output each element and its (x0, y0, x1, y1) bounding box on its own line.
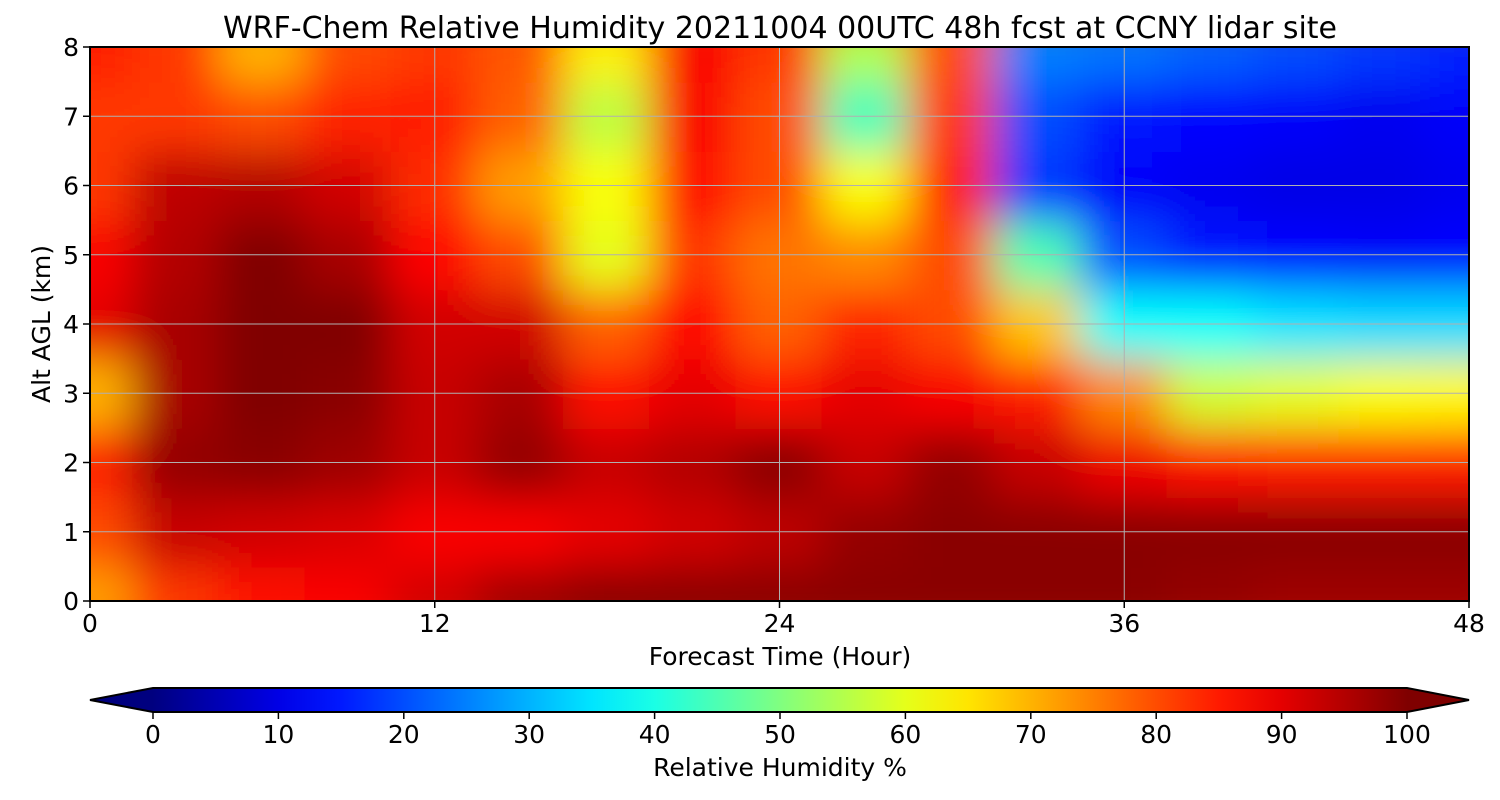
heatmap-cell (132, 565, 221, 601)
x-tick-label: 12 (419, 609, 451, 638)
heatmap-cell (218, 47, 307, 83)
x-axis-label: Forecast Time (Hour) (649, 642, 912, 671)
heatmap-cell (1424, 565, 1469, 601)
heatmap-cell (90, 565, 135, 601)
colorbar-tick-label: 30 (513, 720, 545, 749)
x-tick-label: 48 (1453, 609, 1485, 638)
colorbar-extend-low (90, 688, 153, 712)
y-tick-label: 6 (63, 172, 79, 201)
y-tick-label: 7 (63, 102, 79, 131)
colorbar-tick-label: 60 (889, 720, 921, 749)
y-tick-label: 2 (63, 449, 79, 478)
heatmap-cell (907, 47, 996, 83)
chart-title: WRF-Chem Relative Humidity 20211004 00UT… (223, 11, 1337, 46)
colorbar-gradient (153, 688, 1407, 712)
y-tick-label: 5 (63, 241, 79, 270)
heatmap-cell (993, 565, 1083, 601)
heatmap-cell (1338, 565, 1427, 601)
heatmap-cell (304, 565, 393, 601)
x-axis: 0 12 24 36 48 (82, 601, 1485, 638)
heatmap-cell (1252, 565, 1341, 601)
heatmap-cell (649, 47, 738, 83)
heatmap-cell (304, 47, 393, 83)
colorbar: 0 10 20 30 40 50 60 70 80 90 100 Relative Humidity… (89, 687, 1470, 782)
heatmap-cell (1252, 47, 1341, 83)
heatmap-cell (1166, 47, 1255, 83)
heatmap-cell (132, 47, 221, 83)
heatmap-cell (90, 47, 135, 83)
heatmap-cell (993, 47, 1083, 83)
colorbar-label: Relative Humidity % (653, 753, 907, 782)
y-tick-label: 4 (63, 310, 79, 339)
colorbar-ticks: 0 10 20 30 40 50 60 70 80 90 100 (145, 712, 1431, 749)
heatmap-cell (563, 565, 652, 601)
colorbar-tick-label: 0 (145, 720, 161, 749)
heatmap-cell (907, 565, 996, 601)
heatmap-cell (476, 565, 566, 601)
heatmap-cell (821, 565, 910, 601)
y-tick-label: 3 (63, 379, 79, 408)
heatmap-cell (1424, 47, 1469, 83)
y-tick-label: 0 (63, 587, 79, 616)
colorbar-tick-label: 50 (764, 720, 796, 749)
x-tick-label: 36 (1108, 609, 1140, 638)
heatmap-cell (563, 47, 652, 83)
heatmap-cell (649, 565, 738, 601)
colorbar-tick-label: 100 (1383, 720, 1431, 749)
heatmap-cell (821, 47, 910, 83)
heatmap-cell (1166, 565, 1255, 601)
heatmap-cell (476, 47, 566, 83)
x-tick-label: 24 (764, 609, 796, 638)
y-axis-label: Alt AGL (km) (27, 245, 56, 403)
colorbar-tick-label: 20 (388, 720, 420, 749)
colorbar-tick-label: 80 (1140, 720, 1172, 749)
colorbar-tick-label: 90 (1266, 720, 1298, 749)
colorbar-tick-label: 40 (639, 720, 671, 749)
y-tick-label: 1 (63, 518, 79, 547)
heatmap-cell (218, 565, 307, 601)
x-tick-label: 0 (82, 609, 98, 638)
y-axis: 0 1 2 3 4 5 6 7 8 (63, 33, 90, 616)
y-tick-label: 8 (63, 33, 79, 62)
grid-lines (90, 47, 1469, 601)
heatmap-cell (1338, 47, 1427, 83)
colorbar-tick-label: 70 (1015, 720, 1047, 749)
colorbar-tick-label: 10 (262, 720, 294, 749)
colorbar-extend-high (1407, 688, 1469, 712)
